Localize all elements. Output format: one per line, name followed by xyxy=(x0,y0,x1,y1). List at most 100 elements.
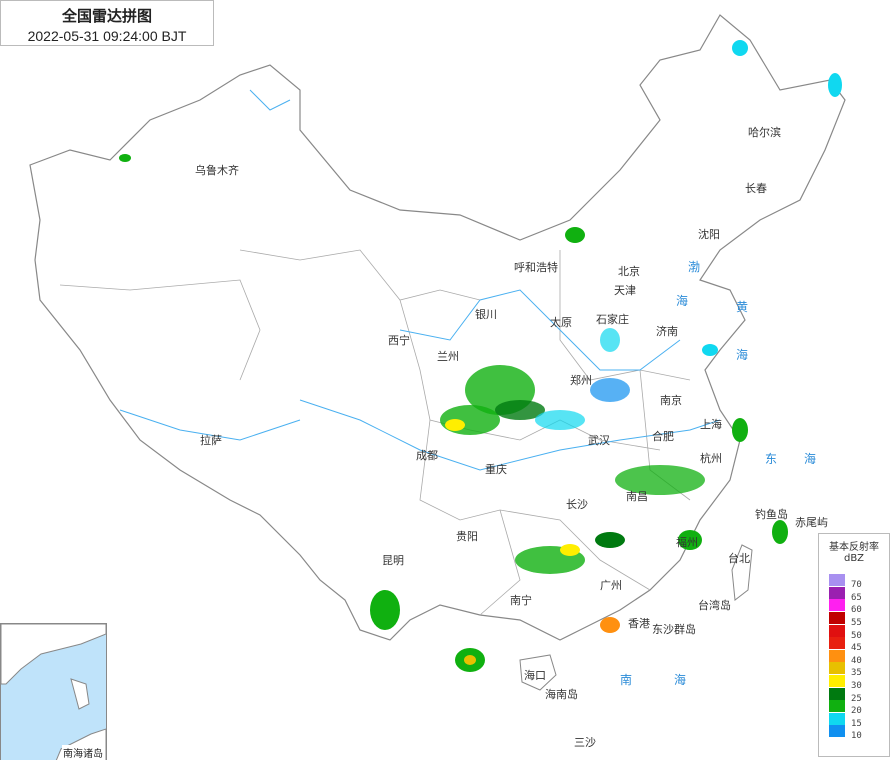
city-label: 长春 xyxy=(745,182,767,195)
inset-map xyxy=(1,624,106,760)
legend-swatch xyxy=(829,687,845,700)
legend-row: 50 xyxy=(829,624,889,641)
city-label: 台北 xyxy=(728,552,750,565)
city-label: 天津 xyxy=(614,284,636,297)
legend-swatch xyxy=(829,586,845,599)
city-label: 沈阳 xyxy=(698,228,720,241)
legend-row: 15 xyxy=(829,712,889,729)
legend: 基本反射率 dBZ 70 65 60 55 50 45 40 35 30 25 20 15 10 xyxy=(818,533,890,757)
title-box: 全国雷达拼图 2022-05-31 09:24:00 BJT xyxy=(0,0,214,46)
city-label: 上海 xyxy=(700,418,722,431)
rivers xyxy=(119,89,721,471)
legend-row: 25 xyxy=(829,687,889,704)
sea-label: 渤 xyxy=(688,260,701,274)
legend-row: 65 xyxy=(829,586,889,603)
sea-label: 海 xyxy=(804,452,817,466)
legend-row: 10 xyxy=(829,725,889,742)
city-label: 福州 xyxy=(676,536,698,549)
city-label: 武汉 xyxy=(588,434,610,447)
sea-label: 海 xyxy=(736,348,749,362)
china-border xyxy=(29,14,846,641)
radar-echoes xyxy=(119,40,842,672)
hainan-island xyxy=(519,654,557,691)
city-label: 东沙群岛 xyxy=(652,623,696,636)
legend-row: 45 xyxy=(829,637,889,654)
city-label: 三沙 xyxy=(574,736,596,749)
legend-label: 70 xyxy=(851,580,862,591)
inset-label: 南海诸岛 xyxy=(62,745,104,760)
south-china-sea-inset: 南海诸岛 xyxy=(0,623,107,760)
legend-swatch xyxy=(829,637,845,650)
legend-row: 30 xyxy=(829,675,889,692)
legend-swatch xyxy=(829,662,845,675)
city-label: 钓鱼岛 xyxy=(755,508,788,521)
legend-unit: dBZ xyxy=(843,553,865,564)
city-label: 拉萨 xyxy=(200,434,222,447)
city-label: 贵阳 xyxy=(456,530,478,543)
taiwan-island xyxy=(731,544,753,601)
legend-label: 25 xyxy=(851,693,862,704)
legend-label: 30 xyxy=(851,681,862,692)
sea-label: 南 xyxy=(620,673,633,687)
legend-row: 60 xyxy=(829,599,889,616)
city-label: 南宁 xyxy=(510,594,532,607)
legend-swatch xyxy=(829,712,845,725)
legend-swatch xyxy=(829,649,845,662)
legend-swatch xyxy=(829,725,845,738)
legend-swatch xyxy=(829,574,845,587)
legend-label: 20 xyxy=(851,706,862,717)
legend-swatch xyxy=(829,700,845,713)
city-label: 太原 xyxy=(550,316,572,329)
legend-label: 10 xyxy=(851,731,862,742)
city-label: 石家庄 xyxy=(596,313,629,326)
city-label: 南京 xyxy=(660,394,682,407)
legend-row: 20 xyxy=(829,700,889,717)
city-label: 赤尾屿 xyxy=(795,516,828,529)
legend-title: 基本反射率 xyxy=(829,542,879,553)
city-label: 南昌 xyxy=(626,490,648,503)
city-label: 北京 xyxy=(618,265,640,278)
legend-label: 60 xyxy=(851,605,862,616)
city-label: 香港 xyxy=(628,617,650,630)
legend-label: 15 xyxy=(851,718,862,729)
city-label: 重庆 xyxy=(485,463,507,476)
sea-label: 海 xyxy=(674,673,687,687)
city-label: 海口 xyxy=(524,669,546,682)
city-label: 合肥 xyxy=(652,430,674,443)
city-label: 广州 xyxy=(600,579,622,592)
map-title: 全国雷达拼图 xyxy=(61,7,152,25)
city-label: 郑州 xyxy=(570,374,592,387)
legend-swatch xyxy=(829,624,845,637)
legend-row: 55 xyxy=(829,612,889,629)
city-label: 银川 xyxy=(475,308,497,321)
sea-label: 海 xyxy=(676,294,689,308)
legend-row: 35 xyxy=(829,662,889,679)
legend-row: 40 xyxy=(829,649,889,666)
legend-label: 40 xyxy=(851,655,862,666)
legend-swatch xyxy=(829,599,845,612)
legend-label: 35 xyxy=(851,668,862,679)
city-label: 台湾岛 xyxy=(698,599,731,612)
city-label: 济南 xyxy=(656,325,678,338)
legend-label: 50 xyxy=(851,630,862,641)
legend-swatch xyxy=(829,612,845,625)
city-label: 呼和浩特 xyxy=(514,261,558,274)
timestamp: 2022-05-31 09:24:00 BJT xyxy=(27,28,187,44)
city-label: 长沙 xyxy=(566,498,588,511)
city-label: 哈尔滨 xyxy=(748,126,781,139)
sea-label: 东 xyxy=(765,452,778,466)
legend-label: 65 xyxy=(851,592,862,603)
sea-label: 黄 xyxy=(736,300,749,314)
legend-label: 55 xyxy=(851,618,862,629)
city-label: 西宁 xyxy=(388,334,410,347)
city-label: 乌鲁木齐 xyxy=(195,164,239,177)
city-label: 成都 xyxy=(416,449,438,462)
city-label: 兰州 xyxy=(437,350,459,363)
city-label: 杭州 xyxy=(700,452,722,465)
city-label: 海南岛 xyxy=(545,688,578,701)
legend-swatch xyxy=(829,675,845,688)
city-label: 昆明 xyxy=(382,554,404,567)
legend-label: 45 xyxy=(851,643,862,654)
